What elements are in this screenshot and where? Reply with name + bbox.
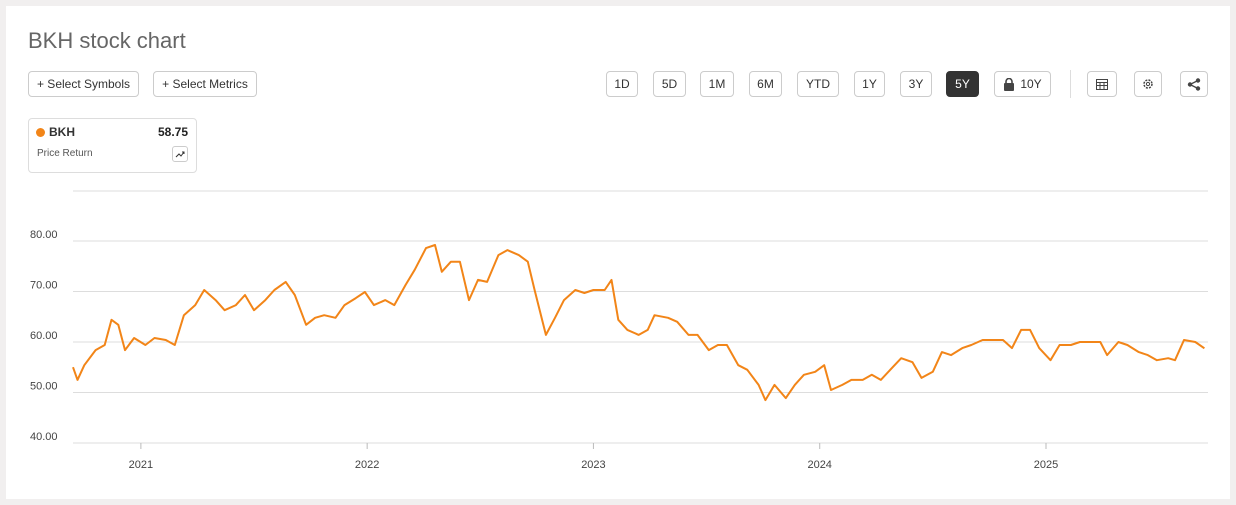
legend-subtitle: Price Return [37, 148, 93, 159]
settings-button[interactable] [1134, 71, 1162, 97]
y-tick-label: 60.00 [30, 330, 58, 342]
legend-card: BKH 58.75 Price Return [28, 118, 197, 173]
range-button[interactable]: 3Y [900, 71, 932, 97]
select-metrics[interactable]: + Select Metrics [153, 71, 257, 97]
trend-icon [175, 151, 185, 158]
y-tick-label: 70.00 [30, 279, 58, 291]
y-tick-label: 80.00 [30, 229, 58, 241]
title: BKH stock chart [28, 28, 186, 53]
range-button[interactable]: 5Y [946, 71, 979, 97]
gear-icon [1143, 79, 1153, 89]
share-button[interactable] [1180, 71, 1208, 97]
x-tick-label: 2021 [129, 459, 153, 471]
table-icon [1096, 78, 1108, 90]
y-tick-label: 40.00 [30, 431, 58, 443]
range-button[interactable]: 6M [749, 71, 782, 97]
price-line [72, 244, 1205, 402]
range-button[interactable]: 1D [606, 71, 638, 97]
legend-symbol: BKH [49, 125, 75, 139]
table-button[interactable] [1087, 71, 1117, 97]
x-tick-label: 2025 [1034, 459, 1058, 471]
range-button[interactable]: 5D [653, 71, 686, 97]
share-icon [1187, 77, 1201, 91]
range-label: 10Y [1020, 77, 1042, 91]
x-tick-label: 2024 [807, 459, 831, 471]
range-button[interactable]: YTD [797, 71, 839, 97]
chart-type-button[interactable] [172, 146, 188, 162]
y-tick-label: 50.00 [30, 380, 58, 392]
range-button[interactable]: 1M [700, 71, 734, 97]
lock-icon [1004, 77, 1015, 91]
range-button-locked[interactable]: 10Y [994, 71, 1051, 97]
select-symbols[interactable]: + Select Symbols [28, 71, 139, 97]
x-tick-label: 2023 [581, 459, 605, 471]
x-tick-label: 2022 [355, 459, 379, 471]
range-button[interactable]: 1Y [854, 71, 885, 97]
legend-marker [36, 128, 45, 137]
legend-value: 58.75 [157, 125, 188, 139]
divider [1070, 70, 1071, 98]
